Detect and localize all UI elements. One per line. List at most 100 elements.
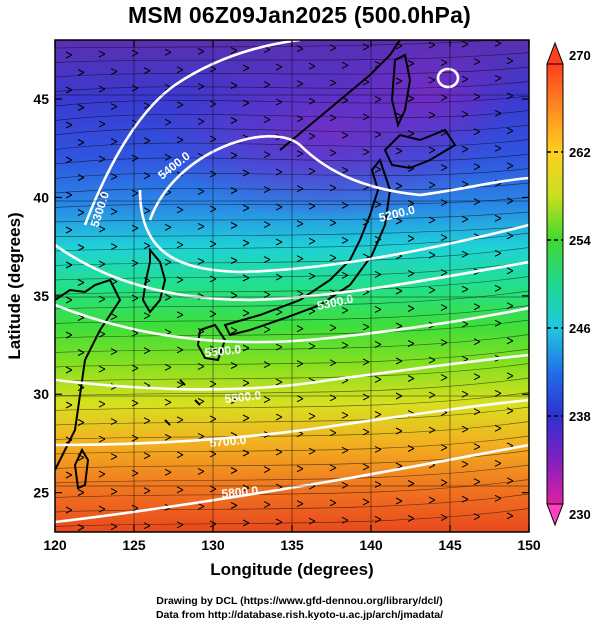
wind-arrowhead: [461, 215, 469, 223]
streamline: [55, 247, 529, 266]
wind-arrowhead: [395, 392, 403, 400]
wind-arrowhead: [506, 57, 514, 65]
wind-arrowhead: [506, 267, 514, 275]
contour-5500: [55, 303, 529, 344]
wind-arrowhead: [494, 249, 502, 257]
wind-arrowhead: [308, 412, 316, 420]
x-tick-label: 135: [280, 537, 304, 553]
honshu-coast: [223, 157, 392, 337]
wind-arrowhead: [473, 338, 481, 346]
wind-arrowhead: [395, 357, 403, 365]
contour-label: 5600.0: [224, 388, 262, 406]
wind-arrowhead: [110, 103, 118, 111]
wind-arrowhead: [473, 303, 481, 311]
coastlines: [55, 40, 457, 490]
wind-arrowhead: [263, 501, 271, 509]
wind-arrowhead: [428, 426, 436, 434]
wind-arrowhead: [428, 41, 436, 49]
y-tick-label: 35: [33, 288, 49, 304]
wind-arrowhead: [362, 498, 370, 506]
wind-arrowhead: [341, 166, 349, 174]
wind-arrowhead: [407, 375, 415, 382]
wind-arrowhead: [110, 523, 118, 531]
wind-arrowhead: [374, 200, 382, 208]
wind-arrowhead: [110, 348, 118, 356]
wind-arrowhead: [296, 185, 304, 193]
footer-credit-data: Data from http://database.rish.kyoto-u.a…: [155, 609, 444, 621]
wind-arrowhead: [275, 448, 283, 456]
wind-arrowhead: [362, 463, 370, 471]
wind-arrowhead: [164, 468, 172, 476]
wind-arrowhead: [341, 236, 349, 244]
wind-arrowhead: [374, 95, 382, 103]
wind-arrowhead: [110, 68, 118, 76]
x-axis-label: Longitude (degrees): [210, 560, 373, 579]
wind-arrowhead: [296, 150, 304, 158]
wind-arrowhead: [506, 477, 514, 485]
wind-arrowhead: [98, 470, 106, 478]
wind-arrowhead: [143, 207, 151, 215]
streamline: [55, 479, 529, 498]
wind-arrowhead: [473, 128, 481, 136]
wind-arrowhead: [374, 340, 382, 348]
wind-arrowhead: [110, 453, 118, 461]
wind-arrowhead: [362, 358, 370, 366]
wind-arrowhead: [131, 224, 139, 232]
wind-arrowhead: [176, 346, 184, 354]
wind-arrowhead: [242, 64, 250, 72]
wind-arrowhead: [164, 153, 172, 161]
streamline: [55, 139, 529, 150]
streamline: [55, 226, 529, 237]
wind-arrowhead: [374, 270, 382, 278]
closed-low-contour: [436, 67, 460, 89]
wind-arrowhead: [329, 79, 337, 87]
wind-arrowhead: [110, 138, 118, 146]
wind-arrowhead: [143, 172, 151, 180]
streamline: [55, 81, 529, 92]
wind-arrowhead: [263, 256, 271, 264]
wind-arrowhead: [143, 417, 151, 425]
wind-arrowhead: [275, 343, 283, 351]
wind-arrowhead: [65, 331, 73, 339]
wind-arrowhead: [428, 251, 436, 259]
contour-5600: [55, 353, 529, 391]
contour-5200: [148, 135, 529, 221]
wind-arrowhead: [428, 76, 436, 84]
wind-arrowhead: [407, 95, 415, 102]
wind-arrowhead: [275, 273, 283, 281]
wind-arrowhead: [461, 460, 469, 468]
streamline: [55, 508, 529, 527]
wind-arrowhead: [329, 324, 337, 332]
wind-arrowhead: [263, 361, 271, 369]
wind-arrowhead: [308, 202, 316, 210]
wind-arrowhead: [494, 214, 502, 222]
wind-arrowhead: [440, 374, 448, 382]
wind-arrowhead: [341, 446, 349, 454]
wind-arrowhead: [395, 322, 403, 330]
wind-arrowhead: [407, 305, 415, 312]
wind-arrowhead: [494, 424, 502, 432]
wind-arrowhead: [230, 362, 238, 369]
taiwan-coast: [73, 447, 90, 490]
colorbar-tick-label: 262: [569, 145, 591, 160]
wind-arrowhead: [374, 165, 382, 173]
wind-arrowhead: [176, 276, 184, 284]
wind-arrowhead: [407, 340, 415, 347]
wind-arrowhead: [197, 467, 205, 475]
wind-arrowhead: [440, 444, 448, 452]
wind-arrowhead: [362, 43, 370, 51]
wind-arrowhead: [407, 130, 415, 137]
wind-arrowhead: [197, 117, 205, 125]
contour-5300-south: [138, 189, 529, 274]
wind-arrowhead: [164, 433, 172, 441]
wind-arrowhead: [65, 51, 73, 59]
wind-arrowhead: [230, 257, 238, 264]
y-tick-label: 45: [33, 91, 49, 107]
wind-arrowhead: [506, 372, 514, 380]
wind-arrowhead: [77, 489, 85, 496]
wind-arrowhead: [374, 375, 382, 383]
wind-arrowhead: [407, 445, 415, 452]
contour-5800: [55, 443, 529, 524]
wind-arrowhead: [506, 512, 514, 520]
streamline: [55, 153, 529, 165]
